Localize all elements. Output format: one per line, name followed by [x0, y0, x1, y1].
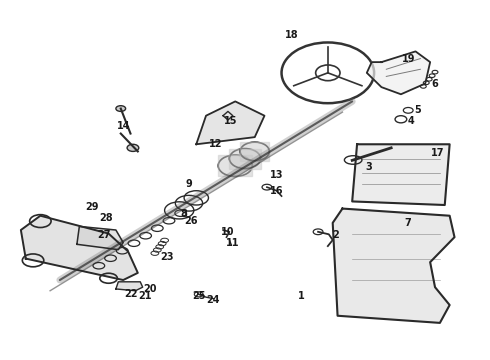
- Text: 17: 17: [431, 148, 444, 158]
- Ellipse shape: [116, 106, 125, 111]
- Text: 23: 23: [160, 252, 174, 262]
- Polygon shape: [367, 51, 430, 94]
- Text: 29: 29: [85, 202, 98, 212]
- Text: 8: 8: [181, 209, 188, 219]
- Polygon shape: [229, 149, 261, 168]
- Text: 15: 15: [223, 116, 237, 126]
- Text: 24: 24: [207, 295, 220, 305]
- Text: 6: 6: [432, 78, 439, 89]
- Polygon shape: [21, 216, 138, 280]
- Polygon shape: [333, 208, 455, 323]
- Ellipse shape: [127, 144, 139, 152]
- Polygon shape: [77, 226, 123, 249]
- Text: 13: 13: [270, 170, 283, 180]
- Text: 22: 22: [124, 289, 137, 299]
- Polygon shape: [116, 282, 143, 291]
- Polygon shape: [240, 142, 270, 161]
- Text: 14: 14: [117, 121, 130, 131]
- Text: 5: 5: [415, 105, 421, 115]
- Text: 26: 26: [185, 216, 198, 226]
- Text: 12: 12: [209, 139, 222, 149]
- Text: 18: 18: [285, 30, 298, 40]
- Text: 28: 28: [99, 212, 113, 222]
- Text: 7: 7: [405, 218, 412, 228]
- Text: 3: 3: [366, 162, 372, 172]
- Text: 20: 20: [143, 284, 157, 294]
- Polygon shape: [196, 102, 265, 144]
- Text: 11: 11: [226, 238, 240, 248]
- Text: 25: 25: [192, 291, 205, 301]
- Text: 1: 1: [297, 291, 304, 301]
- Text: 27: 27: [97, 230, 110, 240]
- Text: 10: 10: [221, 227, 235, 237]
- Text: 16: 16: [270, 186, 283, 196]
- Polygon shape: [218, 155, 252, 176]
- Polygon shape: [352, 144, 450, 205]
- Text: 4: 4: [407, 116, 414, 126]
- Text: 19: 19: [401, 54, 415, 64]
- Text: 9: 9: [186, 179, 193, 189]
- Text: 21: 21: [138, 291, 152, 301]
- Text: 2: 2: [332, 230, 339, 240]
